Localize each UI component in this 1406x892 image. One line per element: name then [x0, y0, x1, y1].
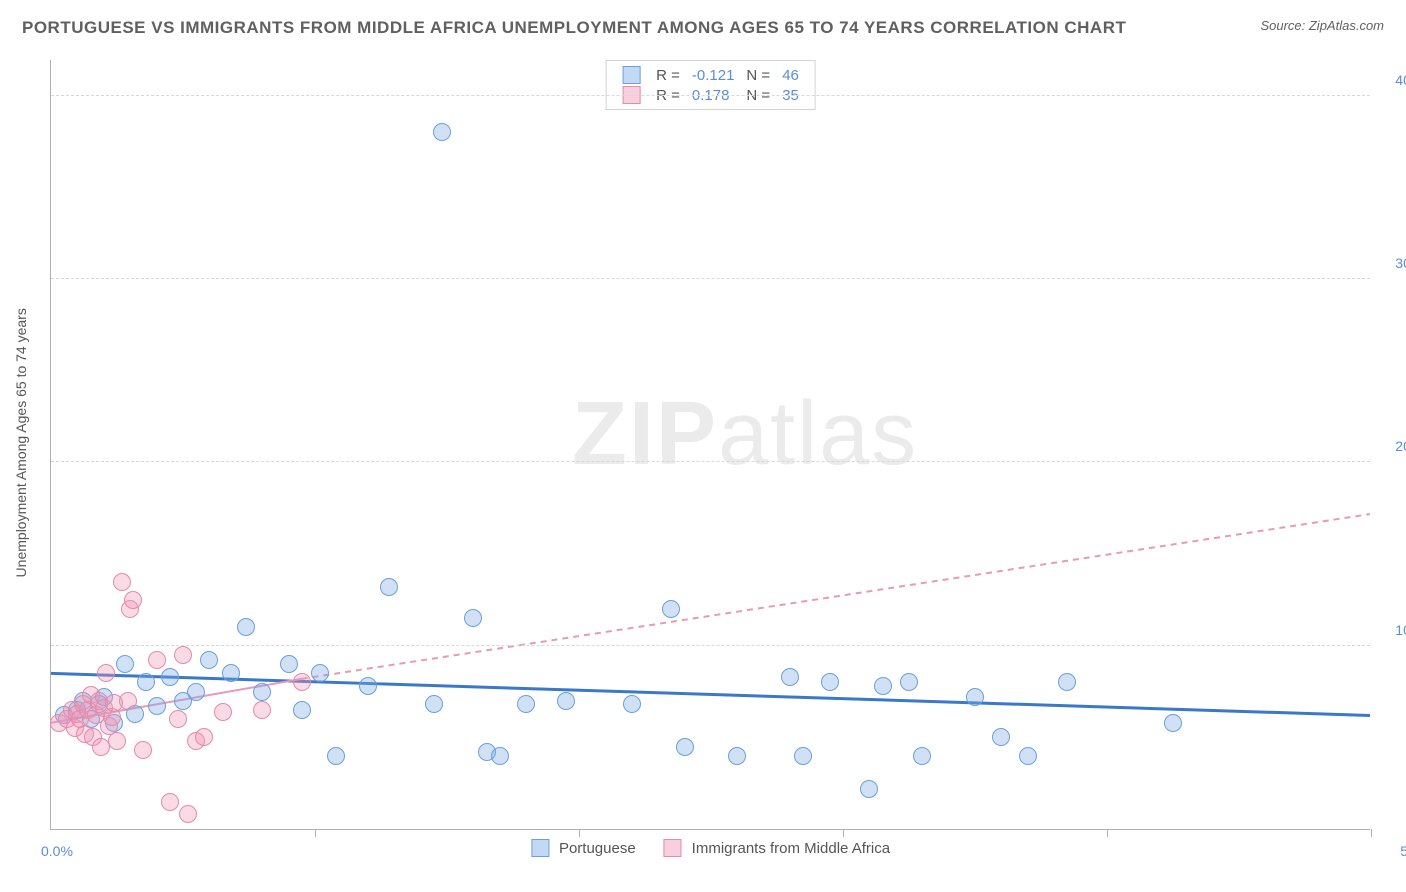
data-point — [676, 738, 694, 756]
stats-row-1: R = -0.121 N = 46 — [616, 65, 805, 85]
data-point — [137, 673, 155, 691]
data-point — [992, 728, 1010, 746]
data-point — [623, 695, 641, 713]
data-point — [557, 692, 575, 710]
data-point — [728, 747, 746, 765]
x-tick — [315, 829, 316, 837]
data-point — [293, 673, 311, 691]
data-point — [327, 747, 345, 765]
data-point — [860, 780, 878, 798]
data-point — [1058, 673, 1076, 691]
data-point — [781, 668, 799, 686]
data-point — [464, 609, 482, 627]
y-tick-label: 40.0% — [1380, 72, 1406, 88]
legend-item-2: Immigrants from Middle Africa — [664, 839, 890, 857]
header: PORTUGUESE VS IMMIGRANTS FROM MIDDLE AFR… — [22, 18, 1384, 38]
data-point — [200, 651, 218, 669]
data-point — [380, 578, 398, 596]
x-tick — [579, 829, 580, 837]
data-point — [253, 701, 271, 719]
data-point — [214, 703, 232, 721]
data-point — [433, 123, 451, 141]
data-point — [174, 646, 192, 664]
data-point — [425, 695, 443, 713]
watermark-rest: atlas — [718, 384, 918, 484]
x-tick — [843, 829, 844, 837]
data-point — [179, 805, 197, 823]
y-axis-label-wrap: Unemployment Among Ages 65 to 74 years — [6, 0, 36, 892]
legend-swatch-2 — [664, 839, 682, 857]
data-point — [491, 747, 509, 765]
gridline — [51, 278, 1370, 279]
data-point — [662, 600, 680, 618]
r-label: R = — [650, 65, 686, 85]
data-point — [794, 747, 812, 765]
data-point — [97, 664, 115, 682]
legend-label-2: Immigrants from Middle Africa — [692, 840, 890, 857]
gridline — [51, 95, 1370, 96]
data-point — [900, 673, 918, 691]
y-axis-label: Unemployment Among Ages 65 to 74 years — [13, 308, 29, 577]
x-tick — [1371, 829, 1372, 837]
data-point — [253, 683, 271, 701]
data-point — [148, 697, 166, 715]
data-point — [359, 677, 377, 695]
data-point — [119, 692, 137, 710]
data-point — [161, 668, 179, 686]
plot-area: ZIPatlas R = -0.121 N = 46 R = 0.178 N =… — [50, 60, 1370, 830]
gridline — [51, 461, 1370, 462]
data-point — [280, 655, 298, 673]
watermark-bold: ZIP — [572, 384, 718, 484]
data-point — [913, 747, 931, 765]
data-point — [1164, 714, 1182, 732]
x-tick-label-right: 50.0% — [1400, 843, 1406, 859]
data-point — [517, 695, 535, 713]
data-point — [134, 741, 152, 759]
data-point — [222, 664, 240, 682]
gridline — [51, 645, 1370, 646]
x-tick — [1107, 829, 1108, 837]
n-value: 46 — [776, 65, 805, 85]
data-point — [293, 701, 311, 719]
stats-swatch-1 — [622, 66, 640, 84]
data-point — [108, 732, 126, 750]
source-label: Source: ZipAtlas.com — [1260, 18, 1384, 33]
y-tick-label: 10.0% — [1380, 622, 1406, 638]
data-point — [187, 683, 205, 701]
data-point — [1019, 747, 1037, 765]
legend-label-1: Portuguese — [559, 840, 636, 857]
series-legend: Portuguese Immigrants from Middle Africa — [531, 839, 890, 857]
y-tick-label: 30.0% — [1380, 255, 1406, 271]
data-point — [821, 673, 839, 691]
data-point — [116, 655, 134, 673]
data-point — [874, 677, 892, 695]
legend-swatch-1 — [531, 839, 549, 857]
data-point — [113, 573, 131, 591]
data-point — [195, 728, 213, 746]
chart-title: PORTUGUESE VS IMMIGRANTS FROM MIDDLE AFR… — [22, 18, 1126, 38]
data-point — [169, 710, 187, 728]
data-point — [161, 793, 179, 811]
n-label: N = — [740, 65, 776, 85]
watermark: ZIPatlas — [572, 383, 918, 486]
data-point — [148, 651, 166, 669]
data-point — [124, 591, 142, 609]
stats-legend: R = -0.121 N = 46 R = 0.178 N = 35 — [605, 60, 816, 110]
x-tick-label-left: 0.0% — [41, 843, 73, 859]
r-value: -0.121 — [686, 65, 741, 85]
y-tick-label: 20.0% — [1380, 438, 1406, 454]
data-point — [311, 664, 329, 682]
data-point — [966, 688, 984, 706]
data-point — [237, 618, 255, 636]
legend-item-1: Portuguese — [531, 839, 636, 857]
